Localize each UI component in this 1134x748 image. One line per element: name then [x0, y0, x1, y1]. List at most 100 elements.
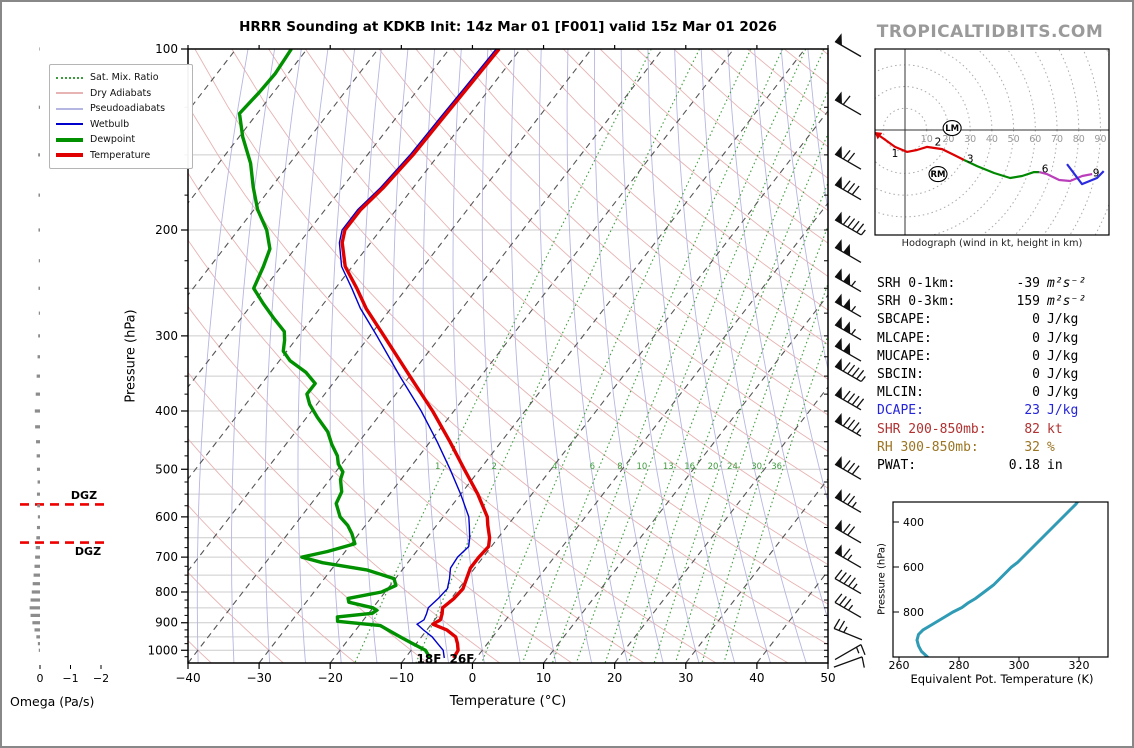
- pressure-tick-label: 100: [155, 42, 178, 56]
- legend-label: Dewpoint: [90, 134, 136, 146]
- hodograph-caption: Hodograph (wind in kt, height in km): [901, 238, 1083, 249]
- stat-unit: J/kg: [1047, 330, 1079, 346]
- pseudoadiabat-line: [297, 49, 329, 663]
- stat-row-shr-200-850mb: SHR 200-850mb: 82 kt: [877, 421, 1114, 439]
- omega-bar: [35, 425, 40, 429]
- thetae-x-axis-title: Equivalent Pot. Temperature (K): [910, 672, 1094, 686]
- mixing-ratio-value-label: 4: [552, 462, 557, 472]
- pseudoadiabat-line: [231, 49, 276, 663]
- omega-bar: [36, 492, 40, 496]
- wind-barb: [834, 268, 862, 293]
- skewt-plot-area: 1 2 4 6 8 10 13 16 20 24 30 36: [188, 49, 1134, 663]
- stat-value: 23: [1024, 403, 1040, 419]
- omega-bar: [38, 648, 40, 652]
- pressure-tick-label: 800: [155, 585, 178, 599]
- stat-value: 0.18: [1008, 457, 1040, 473]
- stat-label: SHR 200-850mb:: [877, 421, 987, 437]
- wind-barb: [834, 146, 862, 170]
- stat-value: 82: [1024, 421, 1040, 437]
- hodograph-ring-label: 80: [1073, 134, 1085, 145]
- wind-barb: [834, 519, 862, 544]
- surface-dewpoint-label: 18F: [416, 652, 442, 666]
- stat-value: -39: [1016, 276, 1040, 291]
- pressure-tick-label: 900: [155, 616, 178, 630]
- pseudoadiabat-line: [422, 49, 450, 663]
- wind-barb: [834, 456, 862, 480]
- mixing-ratio-value-label: 30: [751, 462, 762, 472]
- mixing-ratio-line: [627, 132, 828, 663]
- legend-label: Pseudoadiabats: [90, 103, 166, 115]
- pseudoadiabat-line: [1128, 49, 1134, 663]
- stat-label: PWAT:: [877, 457, 917, 473]
- pressure-tick-label: 1000: [147, 643, 178, 657]
- stat-unit: J/kg: [1047, 403, 1079, 419]
- pseudoadiabat-line: [674, 49, 771, 663]
- pseudoadiabat-line-icon: [56, 107, 83, 110]
- temperature-tick-label: 0: [469, 671, 477, 685]
- dgz-label-upper: DGZ: [70, 489, 98, 502]
- pseudoadiabat-line: [481, 49, 521, 663]
- pseudoadiabat-line: [510, 49, 557, 663]
- stat-label: RH 300-850mb:: [877, 439, 979, 455]
- omega-bar: [32, 621, 40, 625]
- mixing-ratio-line: [674, 224, 828, 663]
- temperature-tick-label: −10: [389, 671, 414, 685]
- omega-bar: [38, 286, 40, 290]
- pseudoadiabat-line: [566, 49, 628, 663]
- stat-unit: in: [1047, 457, 1063, 473]
- hodograph-ring-label: 30: [964, 134, 976, 145]
- omega-bar: [32, 582, 40, 586]
- pressure-tick-label: 500: [155, 462, 178, 476]
- pseudoadiabat-line: [700, 49, 807, 663]
- legend-item-pseudoadiabats: Pseudoadiabats: [56, 101, 186, 117]
- surface-temperature-label: 26F: [449, 652, 475, 666]
- stat-row-mucape: MUCAPE: 0 J/kg: [877, 348, 1114, 366]
- isotherm-line: [188, 49, 592, 572]
- legend-label: Temperature: [90, 149, 151, 161]
- wind-barb: [834, 91, 862, 116]
- skewt-border: [187, 48, 829, 664]
- omega-bar: [36, 525, 40, 530]
- temperature-curve: [340, 49, 501, 659]
- stat-label: MLCAPE:: [877, 330, 932, 346]
- wind-barb: [834, 544, 862, 569]
- rm-marker-label: RM: [931, 170, 946, 180]
- wind-barb: [834, 644, 866, 661]
- stat-unit: %: [1047, 439, 1055, 455]
- omega-tick-label: −1: [62, 672, 78, 685]
- legend-item-dewpoint: Dewpoint: [56, 132, 186, 148]
- stat-row-mlcin: MLCIN: 0 J/kg: [877, 384, 1114, 402]
- stat-label: SRH 0-3km:: [877, 294, 956, 310]
- temperature-tick-label: −20: [318, 671, 343, 685]
- omega-bar: [30, 598, 40, 602]
- legend-label: Dry Adiabats: [90, 87, 152, 99]
- pseudoadiabat-line: [361, 49, 382, 663]
- dry-adiabat-line: [188, 104, 789, 663]
- pseudoadiabat-line: [196, 49, 249, 663]
- temperature-tick-label: 50: [820, 671, 835, 685]
- temperature-tick-label: 10: [536, 671, 551, 685]
- omega-bar: [39, 47, 40, 51]
- hodograph-ring-label: 70: [1051, 134, 1063, 145]
- stat-unit: J/kg: [1047, 348, 1079, 364]
- temperature-tick-label: −40: [175, 671, 200, 685]
- isotherm-line: [472, 202, 828, 663]
- legend-label: Wetbulb: [90, 118, 130, 130]
- omega-axis-title: Omega (Pa/s): [10, 694, 95, 709]
- omega-bar: [38, 311, 40, 315]
- pressure-tick-label: 600: [155, 510, 178, 524]
- stat-row-pwat: PWAT: 0.18 in: [877, 457, 1114, 475]
- omega-tick-label: −2: [93, 672, 109, 685]
- omega-bar: [33, 573, 40, 577]
- theta-e-curve: [915, 502, 1079, 657]
- hodograph-ring-label: 60: [1029, 134, 1041, 145]
- isotherm-line: [685, 478, 828, 663]
- omega-bar: [38, 193, 40, 197]
- dry-adiabat-line: [452, 49, 828, 380]
- pressure-tick-label: 400: [155, 404, 178, 418]
- omega-bar: [35, 546, 40, 550]
- isotherm-line: [400, 110, 828, 663]
- hodograph-plot-area: 10 20 30 40 50 60 70 80 90 1 2 3 6 9 LM RM: [875, 49, 1109, 235]
